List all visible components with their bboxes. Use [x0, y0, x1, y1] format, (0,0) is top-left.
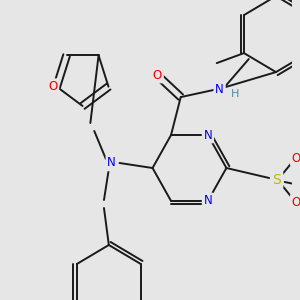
- Text: O: O: [153, 69, 162, 82]
- Text: N: N: [215, 82, 224, 96]
- Text: N: N: [204, 129, 212, 142]
- Text: N: N: [107, 157, 116, 169]
- Text: S: S: [273, 173, 281, 187]
- Text: N: N: [204, 194, 212, 207]
- Text: H: H: [231, 89, 239, 99]
- Text: O: O: [48, 80, 58, 93]
- Text: O: O: [292, 152, 300, 164]
- Text: O: O: [292, 196, 300, 208]
